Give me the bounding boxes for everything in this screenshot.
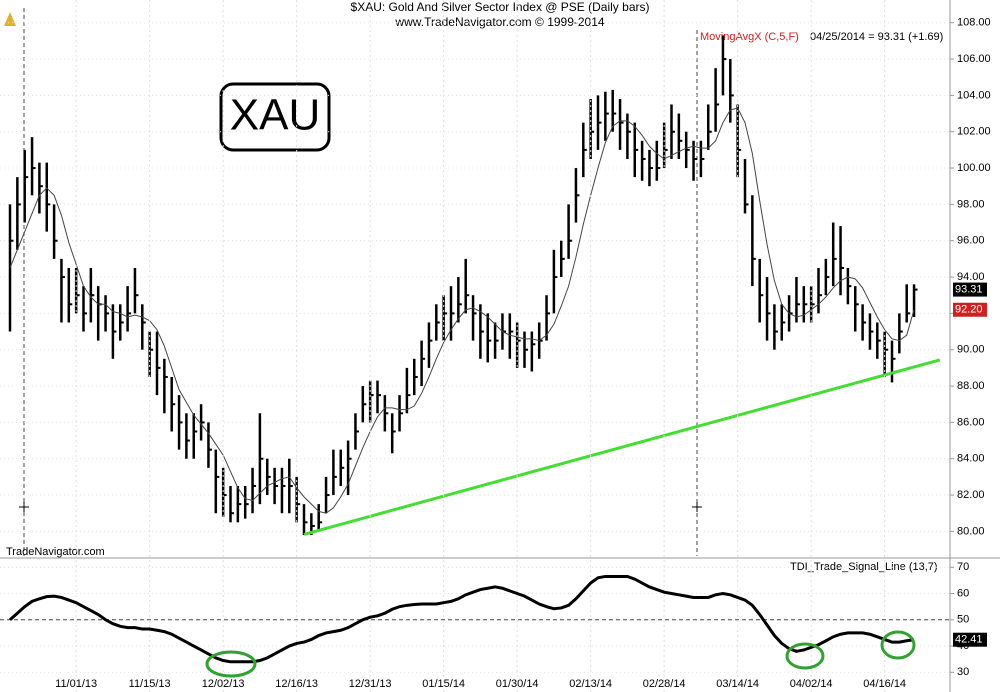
trendline — [303, 358, 941, 536]
x-tick-label: 11/01/13 — [55, 678, 97, 690]
y-tick-label: 86.00 — [957, 416, 985, 428]
last-value-label: 92.20 — [953, 302, 987, 317]
y-tick-label: 100.00 — [957, 162, 991, 174]
y-tick-label: 70 — [957, 561, 969, 573]
last-value-bg — [953, 632, 987, 647]
indicator-label: MovingAvgX (C,5,F) — [700, 31, 799, 43]
x-tick-label: 03/14/14 — [716, 678, 759, 690]
x-tick-label: 12/02/13 — [202, 678, 245, 690]
indicator-title: TDI_Trade_Signal_Line (13,7) — [790, 561, 938, 573]
y-tick-label: 108.00 — [957, 17, 991, 29]
y-tick-label: 82.00 — [957, 489, 985, 501]
y-tick-label: 104.00 — [957, 89, 991, 101]
y-tick-label: 80.00 — [957, 525, 985, 537]
y-tick-label: 98.00 — [957, 198, 985, 210]
y-tick-label: 96.00 — [957, 235, 985, 247]
last-value-text: 93.31 — [955, 283, 983, 295]
last-value-bg — [953, 302, 987, 317]
y-tick-label: 88.00 — [957, 380, 985, 392]
y-tick-label: 50 — [957, 614, 969, 626]
x-tick-label: 02/28/14 — [643, 678, 686, 690]
x-tick-label: 01/15/14 — [422, 678, 465, 690]
crosshair — [19, 502, 702, 512]
x-tick-label: 02/13/14 — [569, 678, 612, 690]
symbol-box — [219, 82, 331, 152]
last-value-text: 42.41 — [955, 634, 983, 646]
moving-average — [9, 107, 915, 514]
status-text: 04/25/2014 = 93.31 (+1.69) — [810, 31, 943, 43]
y-tick-label: 102.00 — [957, 126, 991, 138]
highlight-ellipse — [880, 630, 916, 660]
last-value-bg — [953, 282, 987, 297]
x-tick-label: 12/16/13 — [275, 678, 318, 690]
x-tick-label: 11/15/13 — [129, 678, 171, 690]
last-value-label: 42.41 — [953, 632, 987, 647]
y-tick-label: 30 — [957, 666, 969, 678]
y-tick-label: 94.00 — [957, 271, 985, 283]
logo — [4, 12, 16, 26]
x-tick-label: 01/30/14 — [496, 678, 539, 690]
chart-subtitle: www.TradeNavigator.com © 1999-2014 — [394, 15, 604, 29]
y-tick-label: 60 — [957, 587, 969, 599]
chart-title: $XAU: Gold And Silver Sector Index @ PSE… — [351, 0, 650, 14]
y-tick-label: 84.00 — [957, 453, 985, 465]
x-tick-label: 04/02/14 — [790, 678, 833, 690]
highlight-ellipse — [205, 650, 257, 678]
last-value-text: 92.20 — [955, 304, 983, 316]
indicator-line — [9, 574, 915, 664]
y-tick-label: 90.00 — [957, 344, 985, 356]
highlight-ellipse — [785, 642, 825, 670]
symbol-text: XAU — [230, 91, 320, 140]
x-tick-label: 12/31/13 — [349, 678, 392, 690]
y-tick-label: 106.00 — [957, 53, 991, 65]
watermark: TradeNavigator.com — [6, 546, 105, 558]
last-value-label: 93.31 — [953, 282, 987, 297]
x-tick-label: 04/16/14 — [863, 678, 906, 690]
